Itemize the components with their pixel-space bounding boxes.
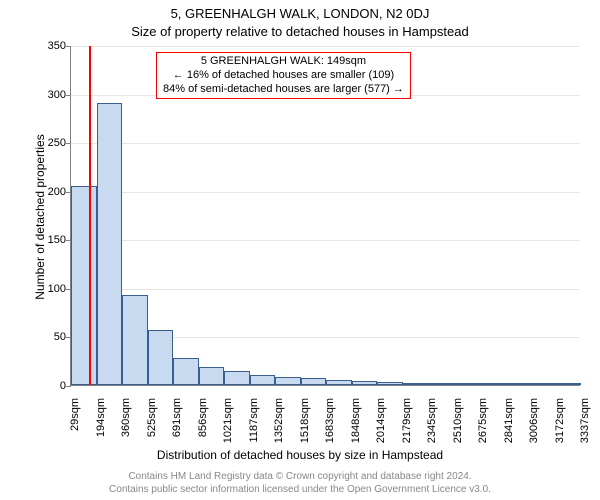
- chart-title-line1: 5, GREENHALGH WALK, LONDON, N2 0DJ: [0, 6, 600, 21]
- gridline: [71, 289, 580, 290]
- x-axis-title: Distribution of detached houses by size …: [0, 448, 600, 462]
- histogram-bar: [224, 371, 250, 385]
- gridline: [71, 46, 580, 47]
- footer-line2: Contains public sector information licen…: [0, 484, 600, 497]
- chart-container: 5, GREENHALGH WALK, LONDON, N2 0DJ Size …: [0, 0, 600, 500]
- histogram-bar: [301, 378, 327, 385]
- histogram-bar: [71, 186, 97, 385]
- y-axis-title: Number of detached properties: [33, 47, 47, 387]
- histogram-bar: [479, 383, 505, 385]
- chart-title-line2: Size of property relative to detached ho…: [0, 24, 600, 39]
- histogram-bar: [377, 382, 403, 385]
- histogram-bar: [250, 375, 276, 385]
- histogram-bar: [403, 383, 429, 385]
- gridline: [71, 143, 580, 144]
- histogram-bar: [275, 377, 301, 385]
- y-tick-mark: [66, 95, 71, 96]
- marker-line: [89, 46, 91, 385]
- gridline: [71, 192, 580, 193]
- y-tick-mark: [66, 46, 71, 47]
- annotation-line2: ← 16% of detached houses are smaller (10…: [163, 69, 404, 83]
- histogram-bar: [505, 383, 531, 385]
- footer-line1: Contains HM Land Registry data © Crown c…: [0, 471, 600, 484]
- histogram-bar: [454, 383, 480, 385]
- histogram-bar: [199, 367, 225, 385]
- annotation-line1: 5 GREENHALGH WALK: 149sqm: [163, 55, 404, 69]
- histogram-bar: [556, 383, 582, 385]
- histogram-bar: [148, 330, 174, 385]
- gridline: [71, 240, 580, 241]
- histogram-bar: [97, 103, 123, 385]
- histogram-bar: [326, 380, 352, 385]
- footer-text: Contains HM Land Registry data © Crown c…: [0, 471, 600, 496]
- histogram-bar: [122, 295, 148, 385]
- histogram-bar: [352, 381, 378, 385]
- y-tick-mark: [66, 386, 71, 387]
- histogram-bar: [173, 358, 199, 385]
- histogram-bar: [530, 383, 556, 385]
- histogram-bar: [428, 383, 454, 385]
- annotation-line3: 84% of semi-detached houses are larger (…: [163, 83, 404, 97]
- annotation-box: 5 GREENHALGH WALK: 149sqm ← 16% of detac…: [156, 52, 411, 99]
- y-tick-mark: [66, 143, 71, 144]
